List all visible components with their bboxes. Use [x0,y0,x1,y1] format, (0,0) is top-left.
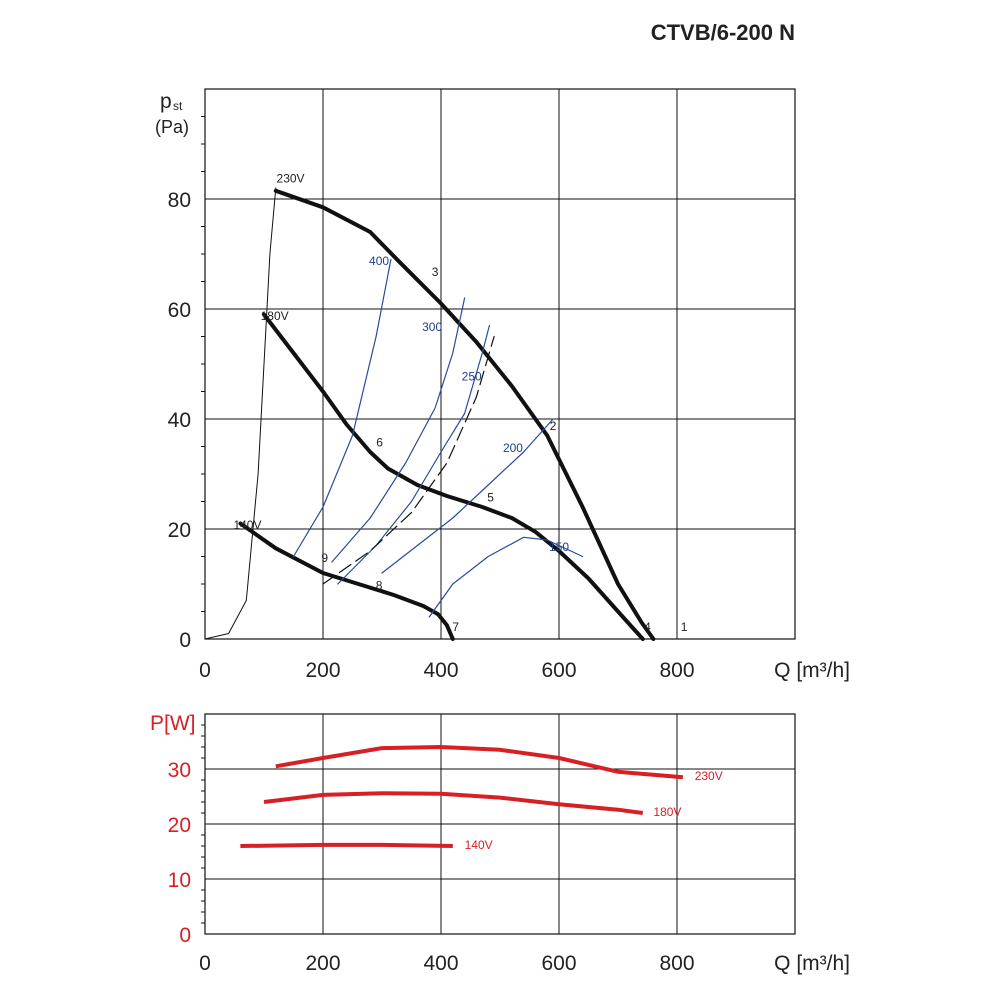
x-tick-label: 200 [305,659,340,682]
y-axis-label: P[W] [150,712,196,735]
x-tick-label: 800 [659,659,694,682]
x-tick-label: 800 [659,952,694,975]
curve-voltage-140V [238,521,455,641]
curve-annotation: 180V [261,309,289,323]
y-axis-label: p [160,90,172,113]
chart-title: CTVB/6-200 N [651,20,795,45]
curve-annotation: 4 [644,620,651,634]
curve-annotation: 5 [487,491,494,505]
y-tick-label: 10 [168,869,191,892]
power-chart: 0 200 400 600 800 0 10 20 30 P[W] Q [m³/h] 230V 180V… [150,712,850,975]
x-tick-label: 400 [423,952,458,975]
curve-annotation: 250 [462,370,482,384]
y-tick-label: 30 [168,759,191,782]
power-curve-label: 140V [465,838,493,852]
curve-voltage-230V [273,188,656,641]
power-curve-label: 230V [695,769,723,783]
x-tick-label: 200 [305,952,340,975]
curve-annotation: 3 [432,265,439,279]
y-tick-label: 20 [168,814,191,837]
curve-annotation: 200 [503,441,523,455]
power-curve-230V [275,745,684,780]
curve-rpm-250 [337,324,490,585]
curve-rpm-200 [381,418,554,574]
x-tick-label: 600 [541,952,576,975]
curve-annotation: 400 [369,254,389,268]
curve-annotation: 300 [422,320,442,334]
y-tick-label: 0 [179,924,191,947]
curve-annotation: 6 [376,436,383,450]
power-curve-180V [263,791,644,815]
x-axis-label: Q [m³/h] [774,952,850,975]
x-tick-label: 0 [199,952,211,975]
power-curve-label: 180V [653,805,681,819]
curve-rpm-400 [292,258,392,558]
y-axis-label-subscript: st [173,99,183,113]
x-tick-label: 0 [199,659,211,682]
curve-annotation: 2 [550,419,557,433]
curve-annotation: 9 [321,551,328,565]
curve-voltage-180V [262,312,645,641]
curve-rpm-300 [331,297,466,563]
curve-annotation: 140V [233,518,261,532]
y-tick-label: 20 [168,519,191,542]
curve-rpm-150 [428,536,584,618]
x-tick-label: 600 [541,659,576,682]
y-tick-label: 80 [168,189,191,212]
curve-dashed-dashed [322,335,495,585]
curve-annotation: 150 [549,540,569,554]
curve-annotation: 230V [277,172,305,186]
curve-annotation: 7 [452,620,459,634]
y-axis-unit: (Pa) [155,117,189,137]
y-tick-label: 0 [179,629,191,652]
power-curve-140V [240,842,453,848]
curve-annotation: 8 [376,579,383,593]
x-tick-label: 400 [423,659,458,682]
curve-annotation: 1 [681,620,688,634]
curve-system-system [204,187,277,640]
y-tick-label: 40 [168,409,191,432]
y-tick-label: 60 [168,299,191,322]
x-axis-label: Q [m³/h] [774,659,850,682]
